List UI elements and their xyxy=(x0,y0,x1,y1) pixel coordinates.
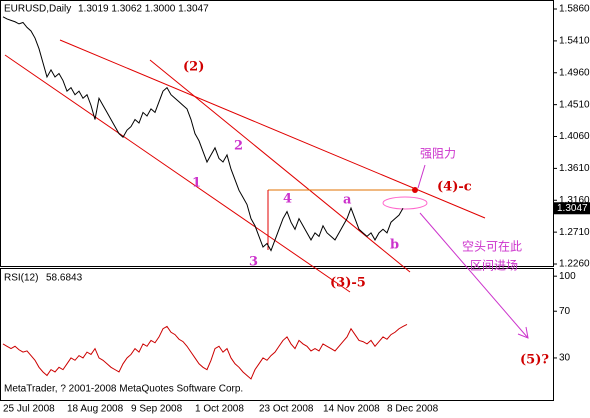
x-tick-label: 18 Aug 2008 xyxy=(67,404,124,415)
rsi-title: RSI(12) xyxy=(4,273,38,284)
price-label: 1.3047 xyxy=(557,203,588,214)
annotation: 2 xyxy=(234,139,243,154)
y-tick-label: 1.4060 xyxy=(559,131,590,142)
y-tick-label: 1.2260 xyxy=(559,259,590,270)
y-tick-label: 1.5860 xyxy=(559,4,590,15)
resistance-dot xyxy=(412,187,418,193)
annotation: 强阻力 xyxy=(420,147,456,161)
y-tick-label: 70 xyxy=(559,306,571,317)
annotation: (5)? xyxy=(520,353,549,368)
y-tick-label: 1.3610 xyxy=(559,163,590,174)
ohlc: 1.3019 1.3062 1.3000 1.3047 xyxy=(78,4,209,15)
copyright: MetaTrader, ? 2001-2008 MetaQuotes Softw… xyxy=(4,384,243,395)
y-tick-label: 30 xyxy=(559,353,571,364)
annotation: (3)-5 xyxy=(330,276,366,291)
x-tick-label: 9 Sep 2008 xyxy=(131,404,183,415)
annotation: 区间进场 xyxy=(470,259,518,273)
annotation: a xyxy=(343,193,352,208)
pointer xyxy=(417,164,426,189)
x-tick-label: 25 Jul 2008 xyxy=(3,404,55,415)
rsi-panel xyxy=(0,268,554,401)
y-tick-label: 1.2710 xyxy=(559,227,590,238)
channel-line xyxy=(4,54,351,293)
y-tick-label: 100 xyxy=(559,271,576,282)
annotation: 空头可在此 xyxy=(462,240,522,254)
price-line xyxy=(2,16,404,252)
annotation: 4 xyxy=(283,192,292,207)
x-tick-label: 1 Oct 2008 xyxy=(195,404,244,415)
price-panel xyxy=(0,0,554,267)
price-line xyxy=(2,323,408,380)
price-box xyxy=(554,202,590,215)
annotation: (4)-c xyxy=(437,180,472,195)
y-tick-label: 1.4510 xyxy=(559,99,590,110)
x-tick-label: 23 Oct 2008 xyxy=(259,404,314,415)
annotation: 3 xyxy=(249,255,258,270)
chart-title: EURUSD,Daily xyxy=(4,4,71,15)
annotation: 1 xyxy=(192,176,201,191)
x-tick-label: 14 Nov 2008 xyxy=(323,404,380,415)
rsi-value: 58.6843 xyxy=(46,273,83,284)
y-tick-label: 1.5410 xyxy=(559,36,590,47)
highlight xyxy=(382,196,428,210)
annotation: (2) xyxy=(183,60,204,75)
arrow-head xyxy=(517,326,529,339)
annotation: b xyxy=(390,238,399,253)
y-tick-label: 1.3160 xyxy=(559,195,590,206)
arrow xyxy=(419,212,529,339)
x-tick-label: 8 Dec 2008 xyxy=(387,404,439,415)
y-tick-label: 1.4960 xyxy=(559,67,590,78)
